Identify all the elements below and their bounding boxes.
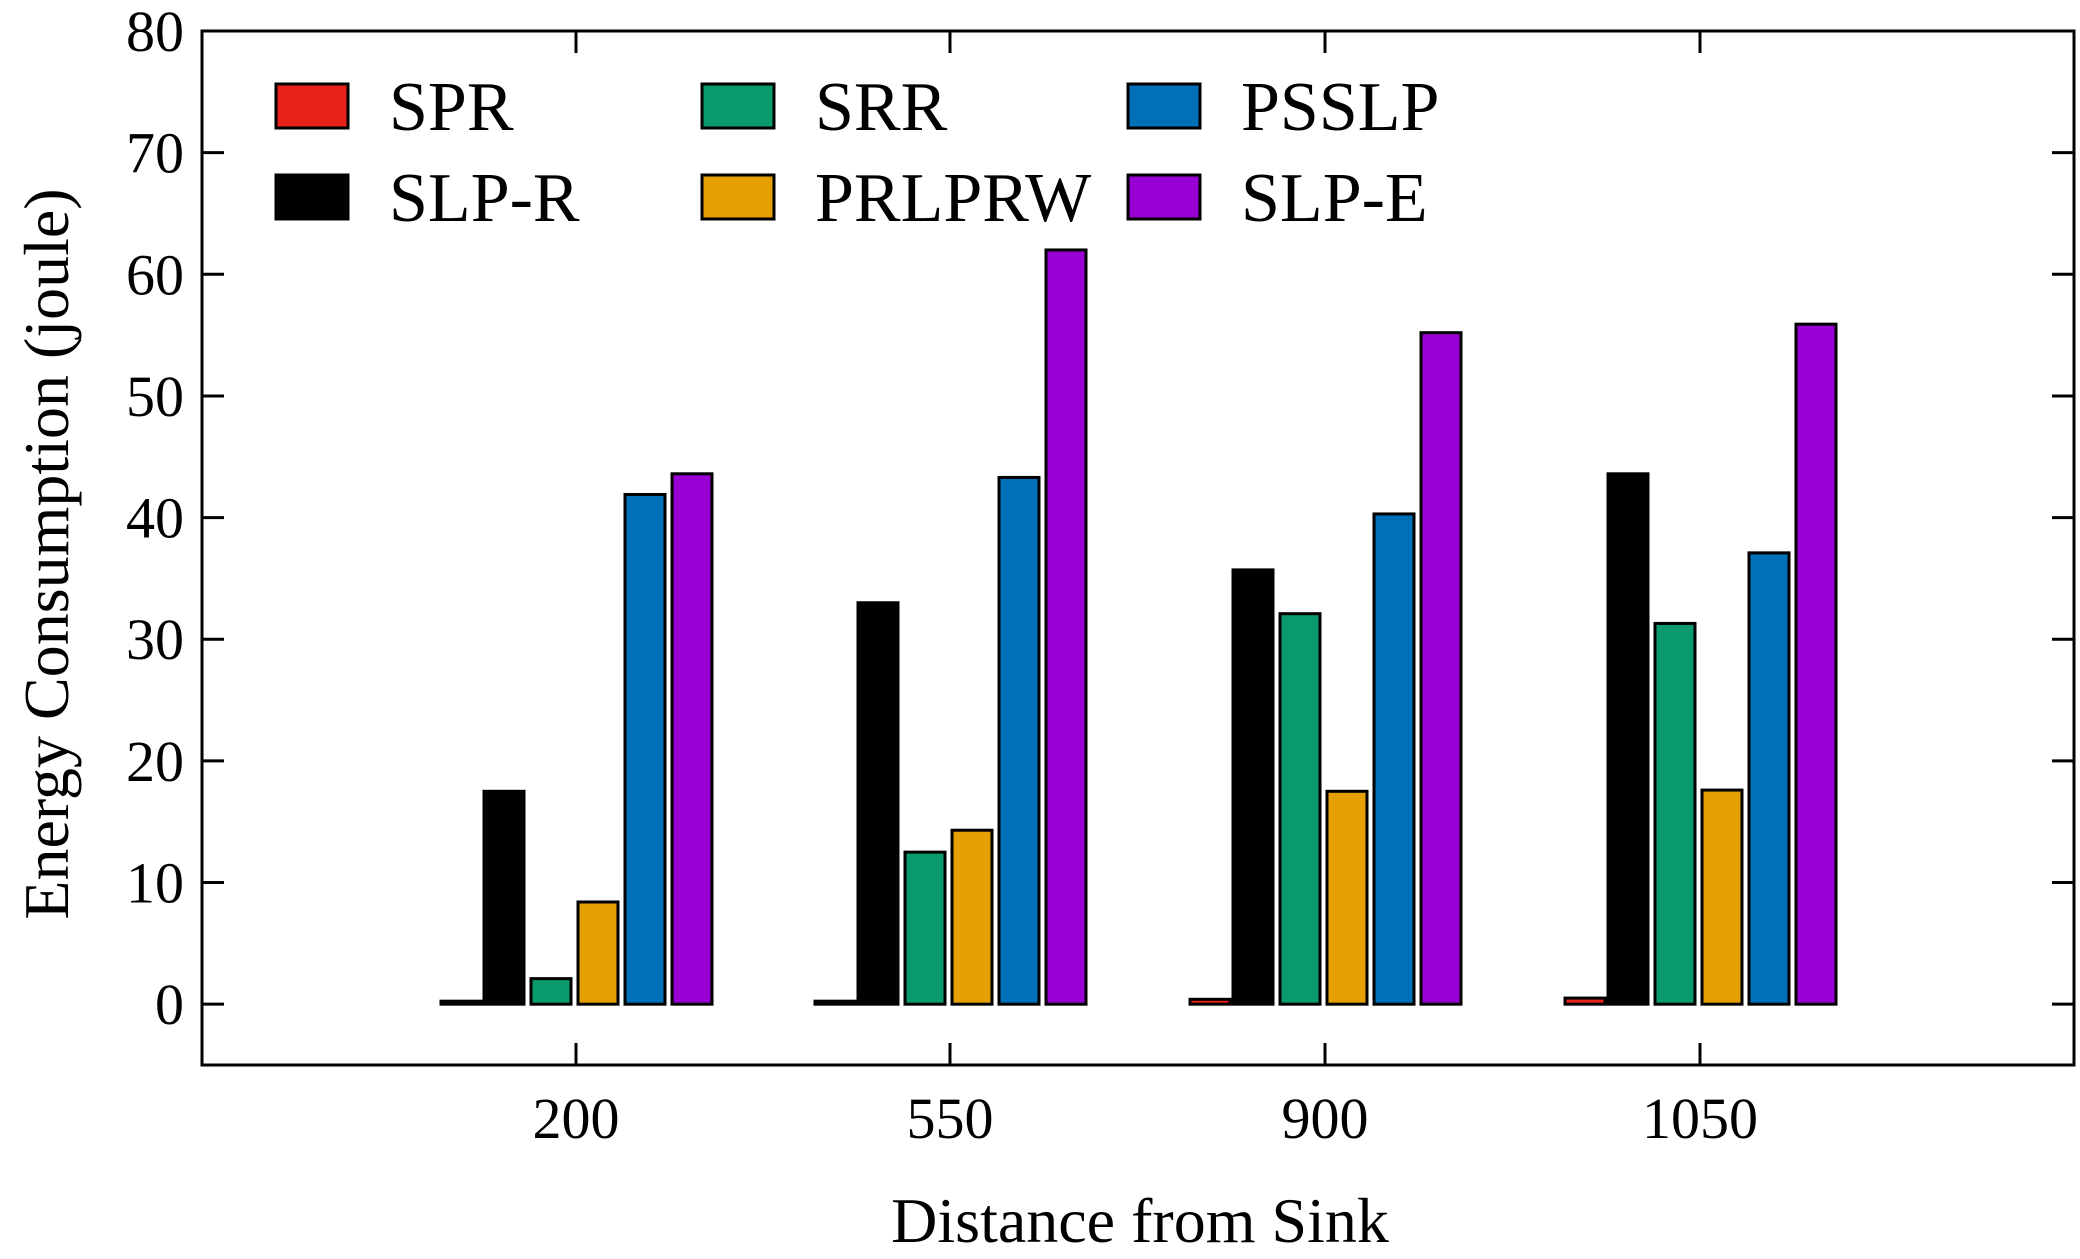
bars-layer bbox=[439, 248, 1838, 1006]
bar-srr-200 bbox=[529, 977, 573, 1006]
legend-swatch-spr bbox=[274, 82, 350, 130]
bar-slp-e-1050 bbox=[1794, 322, 1838, 1006]
x-tick-label: 900 bbox=[1282, 1086, 1369, 1151]
axes-layer: 0 10 20 30 40 50 60 70 80 200 550 900 1050 bbox=[126, 0, 2076, 1151]
y-tick-label: 50 bbox=[126, 364, 184, 429]
y-tick-label: 70 bbox=[126, 121, 184, 186]
y-tick-label: 10 bbox=[126, 851, 184, 916]
y-tick-label: 80 bbox=[126, 0, 184, 64]
legend-label-psslp: PSSLP bbox=[1241, 69, 1439, 146]
bar-slp-r-900 bbox=[1231, 568, 1275, 1006]
bar-slp-e-900 bbox=[1419, 331, 1463, 1006]
legend-swatch-slp-r bbox=[274, 173, 350, 221]
y-tick-label: 0 bbox=[155, 972, 184, 1037]
y-axis-label: Energy Consumption (joule) bbox=[11, 188, 82, 919]
legend-swatch-slp-e bbox=[1126, 173, 1202, 221]
bar-prlprw-1050 bbox=[1700, 788, 1744, 1006]
legend-label-srr: SRR bbox=[815, 69, 948, 146]
bar-psslp-1050 bbox=[1747, 551, 1791, 1006]
y-tick-label: 60 bbox=[126, 242, 184, 307]
bar-psslp-200 bbox=[623, 492, 667, 1006]
legend-swatch-psslp bbox=[1126, 82, 1202, 130]
y-tick-label: 40 bbox=[126, 486, 184, 551]
bar-slp-r-1050 bbox=[1606, 472, 1650, 1006]
bar-prlprw-900 bbox=[1325, 789, 1369, 1006]
bar-srr-900 bbox=[1278, 612, 1322, 1006]
bar-srr-1050 bbox=[1653, 621, 1697, 1006]
bar-slp-r-550 bbox=[856, 601, 900, 1006]
legend-label-spr: SPR bbox=[389, 69, 514, 146]
bar-psslp-900 bbox=[1372, 512, 1416, 1006]
legend-label-prlprw: PRLPRW bbox=[815, 160, 1091, 237]
legend-layer: SPR SLP-R SRR PRLPRW PSSLP SLP-E bbox=[274, 69, 1439, 237]
bar-spr-900 bbox=[1188, 997, 1232, 1006]
bar-spr-550 bbox=[813, 999, 857, 1006]
legend-swatch-prlprw bbox=[700, 173, 776, 221]
bar-psslp-550 bbox=[997, 475, 1041, 1006]
y-tick-label: 30 bbox=[126, 607, 184, 672]
x-tick-label: 1050 bbox=[1642, 1086, 1758, 1151]
legend-label-slp-r: SLP-R bbox=[389, 160, 580, 237]
plot-frame bbox=[200, 29, 2076, 1067]
bar-prlprw-200 bbox=[576, 900, 620, 1006]
bar-srr-550 bbox=[903, 850, 947, 1006]
bar-slp-e-200 bbox=[670, 472, 714, 1006]
legend-swatch-srr bbox=[700, 82, 776, 130]
bar-slp-r-200 bbox=[482, 789, 526, 1006]
x-tick-label: 200 bbox=[533, 1086, 620, 1151]
y-tick-label: 20 bbox=[126, 729, 184, 794]
bar-spr-1050 bbox=[1563, 996, 1607, 1006]
bar-slp-e-550 bbox=[1044, 248, 1088, 1006]
bar-spr-200 bbox=[439, 999, 483, 1006]
x-axis-label: Distance from Sink bbox=[891, 1185, 1389, 1256]
legend-label-slp-e: SLP-E bbox=[1241, 160, 1428, 237]
x-tick-label: 550 bbox=[907, 1086, 994, 1151]
bar-prlprw-550 bbox=[950, 828, 994, 1006]
